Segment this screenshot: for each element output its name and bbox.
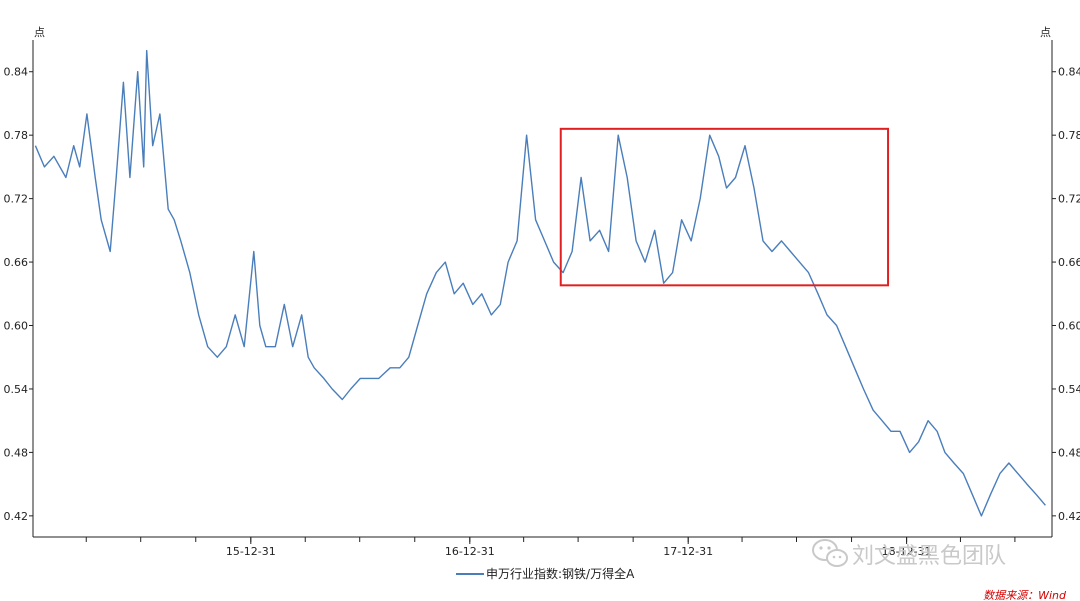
y-tick-label-right: 0.42 [1058,510,1080,523]
legend-label: 申万行业指数:钢铁/万得全A [486,566,635,581]
x-tick-label: 17-12-31 [663,545,713,558]
y-tick-label-left: 0.84 [4,66,29,79]
series-line [34,49,1046,517]
watermark: 刘文盛黑色团队 [812,539,1006,569]
y-tick-label-right: 0.48 [1058,446,1080,459]
wechat-icon [812,539,848,567]
y-tick-label-left: 0.72 [4,193,29,206]
data-source: 数据来源：Wind [983,589,1067,601]
x-tick-label: 16-12-31 [445,545,495,558]
series-group [34,49,1046,517]
right-y-unit: 点 [1040,26,1051,39]
y-tick-label-left: 0.78 [4,129,29,142]
watermark-text: 刘文盛黑色团队 [852,544,1006,569]
y-tick-label-left: 0.66 [4,256,29,269]
y-tick-label-right: 0.84 [1058,66,1080,79]
left-y-unit: 点 [34,26,45,39]
x-tick-label: 18-12-31 [882,545,932,558]
y-ticks: 0.84 0.84 0.78 0.78 0.72 0.72 0.66 0.66 0.60 0.60… [4,66,1080,523]
x-tick-label: 15-12-31 [226,545,276,558]
y-tick-label-right: 0.72 [1058,193,1080,206]
axes [32,40,1053,538]
legend: 申万行业指数:钢铁/万得全A [456,566,635,581]
y-tick-label-right: 0.60 [1058,320,1080,333]
y-tick-label-left: 0.54 [4,383,29,396]
y-tick-label-right: 0.54 [1058,383,1080,396]
y-tick-label-right: 0.66 [1058,256,1080,269]
y-tick-label-left: 0.42 [4,510,29,523]
y-tick-label-left: 0.60 [4,320,29,333]
y-tick-label-left: 0.48 [4,446,29,459]
highlight-box [559,127,890,287]
x-ticks: 15-12-31 16-12-31 17-12-31 18-12-31 [85,537,1016,558]
y-tick-label-right: 0.78 [1058,129,1080,142]
